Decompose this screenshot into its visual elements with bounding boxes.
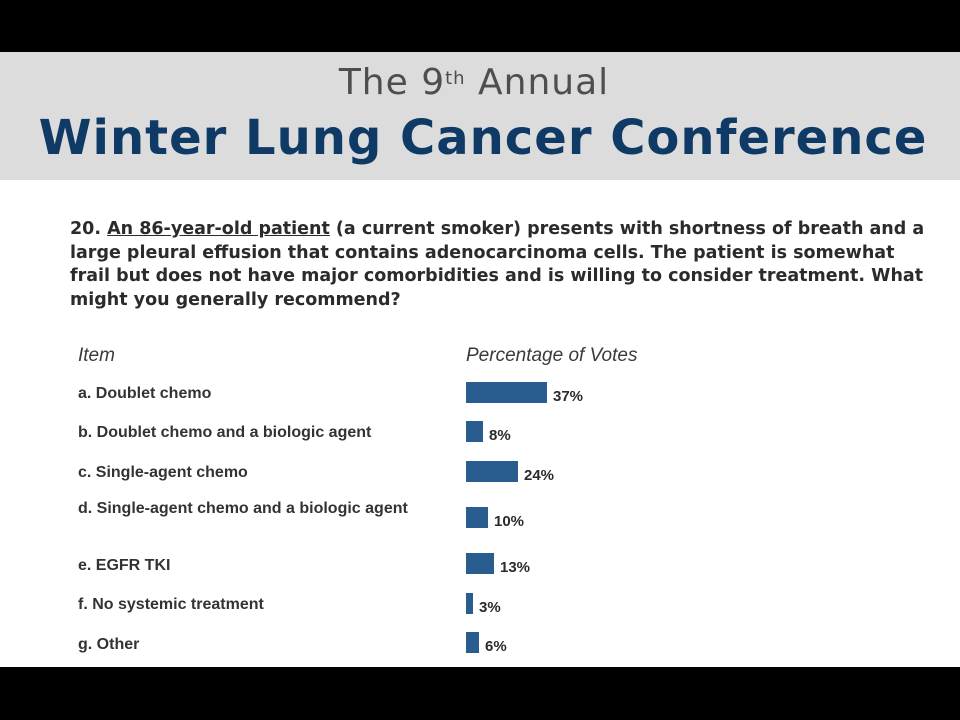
vote-bar [466, 382, 547, 403]
vote-percentage-label: 37% [553, 388, 584, 405]
vote-bar [466, 461, 518, 482]
vote-bar [466, 421, 483, 442]
question-underlined: An 86-year-old patient [107, 219, 330, 239]
item-column-header: Item [78, 345, 115, 366]
item-label: e. EGFR TKI [78, 557, 171, 574]
item-label: d. Single-agent chemo and a biologic age… [78, 500, 408, 517]
vote-bar [466, 593, 473, 614]
item-label: c. Single-agent chemo [78, 464, 248, 481]
vote-bar [466, 632, 479, 653]
question-body: (a current smoker) presents with shortne… [70, 219, 925, 310]
title-banner: The 9th Annual Winter Lung Cancer Confer… [0, 52, 960, 180]
item-label: b. Doublet chemo and a biologic agent [78, 424, 372, 441]
edition-text: The 9 [338, 62, 446, 103]
conference-edition: The 9th Annual [0, 62, 948, 103]
vote-percentage-label: 24% [524, 467, 555, 484]
percentage-column-header: Percentage of Votes [466, 345, 638, 366]
vote-bar [466, 507, 488, 528]
vote-percentage-label: 8% [489, 427, 511, 444]
edition-ordinal: th [445, 68, 466, 89]
vote-percentage-label: 6% [485, 638, 507, 655]
item-label: f. No systemic treatment [78, 596, 264, 613]
edition-suffix: Annual [465, 62, 610, 103]
conference-title: Winter Lung Cancer Conference [38, 110, 928, 166]
question-text: 20. An 86-year-old patient (a current sm… [70, 218, 930, 312]
question-number: 20. [70, 219, 102, 239]
vote-percentage-label: 10% [494, 513, 525, 530]
vote-percentage-label: 13% [500, 559, 531, 576]
vote-percentage-label: 3% [479, 599, 501, 616]
item-label: g. Other [78, 636, 140, 653]
item-label: a. Doublet chemo [78, 385, 212, 402]
vote-bar [466, 553, 494, 574]
slide: The 9th Annual Winter Lung Cancer Confer… [0, 52, 960, 667]
